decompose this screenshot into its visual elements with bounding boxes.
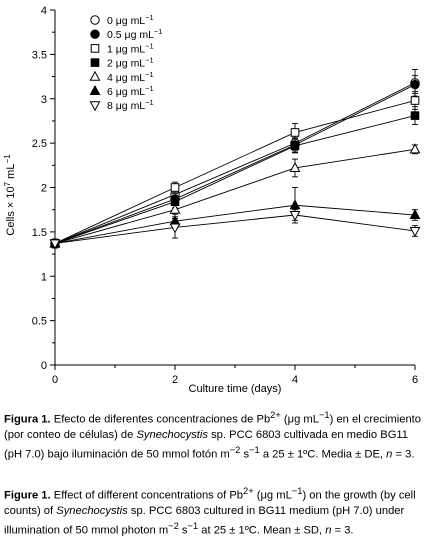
- legend: 0 μg mL−10.5 μg mL−11 μg mL−12 μg mL−14 …: [89, 13, 162, 112]
- caption-spanish: Figura 1. Efecto de diferentes concentra…: [4, 410, 422, 461]
- legend-marker: [89, 84, 101, 95]
- legend-label: 0.5 μg mL−1: [107, 27, 162, 41]
- series-line: [54, 100, 416, 244]
- legend-marker: [90, 58, 100, 67]
- y-tick-label: 1.5: [32, 227, 47, 239]
- y-tick-label: 3.5: [32, 49, 47, 61]
- y-tick-label: 0.5: [32, 316, 47, 328]
- y-tick-label: 2: [41, 183, 47, 195]
- legend-label: 6 μg mL−1: [107, 84, 154, 98]
- legend-marker: [90, 15, 100, 25]
- x-tick-label: 0: [52, 374, 58, 386]
- axes: 0 0.5 1 1.5 2 2.5 3 3.5 4 0 2 4 6: [32, 5, 418, 386]
- legend-label: 2 μg mL−1: [107, 56, 154, 70]
- y-axis-title-exp: 7: [3, 181, 12, 186]
- series-4: [49, 143, 421, 249]
- legend-marker: [90, 29, 100, 39]
- data-point: [290, 128, 300, 137]
- growth-chart: 0 0.5 1 1.5 2 2.5 3 3.5 4 0 2 4 6 0 μg mL−10.5 μg mL…: [3, 5, 421, 395]
- caption-en-species: Synechocystis: [56, 504, 128, 517]
- data-point: [289, 211, 301, 222]
- legend-label: 4 μg mL−1: [107, 70, 154, 84]
- caption-en-label: Figure 1.: [4, 489, 51, 502]
- y-tick-label: 4: [41, 5, 47, 17]
- data-point: [169, 223, 181, 234]
- series-line: [54, 84, 416, 244]
- data-point: [409, 208, 421, 220]
- series-5: [49, 187, 421, 249]
- caption-es-label: Figura 1.: [4, 413, 51, 426]
- legend-label: 1 μg mL−1: [107, 41, 154, 55]
- x-axis-title: Culture time (days): [189, 383, 282, 395]
- series-line: [54, 82, 416, 244]
- data-point: [169, 203, 181, 214]
- series-line: [54, 115, 416, 244]
- data-point: [409, 143, 421, 154]
- y-tick-label: 0: [41, 360, 47, 372]
- legend-marker: [89, 101, 101, 112]
- series-3: [50, 106, 420, 249]
- y-tick-label: 1: [41, 271, 47, 283]
- y-axis-title: Cells × 107 mL−1: [3, 154, 17, 236]
- x-tick-label: 4: [292, 374, 298, 386]
- data-point: [409, 226, 421, 238]
- x-tick-label: 2: [172, 374, 178, 386]
- legend-label: 8 μg mL−1: [107, 98, 154, 112]
- legend-marker: [89, 70, 101, 81]
- caption-english: Figure 1. Effect of different concentrat…: [4, 486, 416, 537]
- data-point: [290, 141, 300, 151]
- caption-es-species: Synechocystis: [136, 428, 208, 441]
- series-line: [54, 214, 416, 244]
- series-line: [54, 148, 416, 244]
- data-point: [410, 111, 420, 120]
- data-point: [410, 96, 420, 105]
- series-line: [54, 204, 416, 244]
- data-point: [289, 161, 301, 172]
- x-tick-label: 6: [412, 374, 418, 386]
- legend-marker: [90, 44, 100, 53]
- y-axis-title-unit-exp: −1: [3, 154, 12, 164]
- data-point: [170, 183, 180, 192]
- legend-label: 0 μg mL−1: [107, 13, 154, 27]
- data-point: [410, 79, 420, 90]
- y-tick-label: 3: [41, 94, 47, 106]
- y-tick-label: 2.5: [32, 138, 47, 150]
- series-layer: [49, 69, 421, 250]
- series-6: [49, 209, 421, 250]
- data-point: [49, 239, 61, 250]
- data-point: [289, 199, 301, 210]
